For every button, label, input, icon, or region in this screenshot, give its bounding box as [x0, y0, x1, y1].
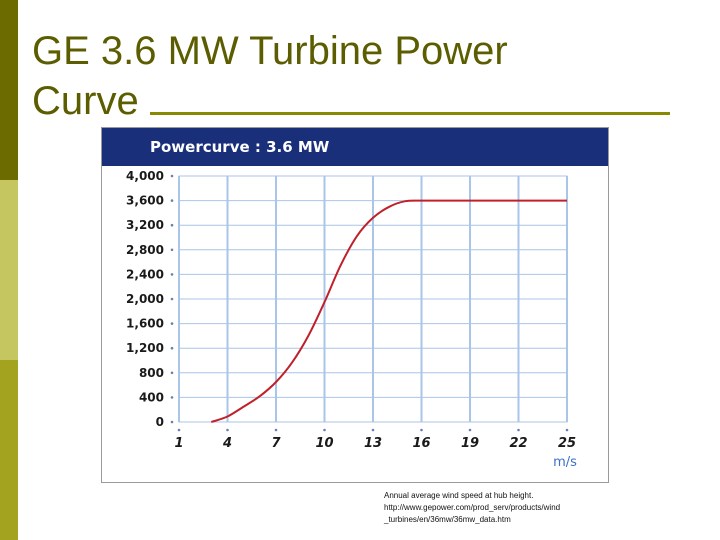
- chart-title: Powercurve : 3.6 MW: [150, 138, 330, 156]
- x-tick-mark: [517, 428, 520, 432]
- title-underline: [150, 112, 670, 115]
- y-tick-mark: [170, 174, 174, 178]
- source-note-line2: http://www.gepower.com/prod_serv/product…: [384, 503, 561, 512]
- plot-area: 0 400 800 1,200 1,600 2,000 2,400 2,800 3,200 3,6…: [126, 169, 577, 470]
- y-tick-label: 2,400: [126, 267, 164, 281]
- x-tick-label: 13: [364, 436, 382, 451]
- y-tick-mark: [170, 371, 174, 375]
- source-note: Annual average wind speed at hub height.…: [384, 490, 624, 526]
- y-tick-label: 400: [139, 390, 164, 404]
- x-tick-mark: [226, 428, 229, 432]
- x-axis-label: m/s: [553, 455, 577, 470]
- y-tick-label: 1,600: [126, 317, 164, 331]
- y-tick-label: 3,600: [126, 194, 164, 208]
- y-tick-label: 1,200: [126, 341, 164, 355]
- slide-title-line2: Curve: [32, 79, 139, 123]
- slide-title-line1: GE 3.6 MW Turbine Power: [32, 29, 508, 73]
- power-curve-line: [210, 199, 567, 423]
- power-curve-chart: Powercurve : 3.6 MW 0 400 800 1,200 1,600 2,0…: [101, 127, 609, 483]
- y-tick-label: 3,200: [126, 218, 164, 232]
- x-tick-label: 1: [174, 436, 183, 451]
- side-strip-olive: [0, 360, 18, 540]
- x-tick-label: 10: [315, 436, 333, 451]
- x-tick-label: 7: [271, 436, 281, 451]
- y-tick-mark: [170, 199, 174, 202]
- y-tick-mark: [170, 248, 174, 252]
- y-tick-mark: [170, 346, 174, 350]
- x-tick-mark: [177, 428, 181, 432]
- source-note-line1: Annual average wind speed at hub height.: [384, 491, 534, 500]
- y-tick-mark: [170, 223, 174, 227]
- x-tick-label: 25: [558, 436, 576, 451]
- source-note-line3: _turbines/en/36mw/36mw_data.htm: [384, 515, 511, 524]
- x-tick-mark: [371, 428, 375, 432]
- y-tick-mark: [170, 273, 174, 276]
- x-tick-mark: [420, 428, 423, 432]
- side-strip-light: [0, 180, 18, 360]
- x-tick-label: 4: [222, 436, 232, 451]
- x-tick-label: 16: [412, 436, 430, 451]
- y-tick-label: 0: [156, 415, 164, 429]
- x-tick-label: 19: [461, 436, 479, 451]
- side-strip-dark: [0, 0, 18, 180]
- x-tick-mark: [565, 428, 569, 432]
- y-tick-mark: [170, 396, 174, 399]
- y-tick-label: 800: [139, 366, 164, 380]
- y-tick-label: 2,800: [126, 243, 164, 257]
- y-tick-label: 2,000: [126, 292, 164, 306]
- y-tick-label: 4,000: [126, 169, 164, 183]
- slide-title: GE 3.6 MW Turbine Power Curve: [32, 26, 632, 126]
- x-tick-mark: [323, 428, 326, 432]
- chart-header-bar: Powercurve : 3.6 MW: [102, 128, 608, 166]
- y-tick-mark: [170, 420, 174, 424]
- x-tick-mark: [468, 428, 472, 432]
- y-tick-mark: [170, 322, 174, 325]
- y-tick-mark: [170, 297, 174, 301]
- x-tick-mark: [274, 428, 278, 432]
- x-tick-label: 22: [509, 436, 527, 451]
